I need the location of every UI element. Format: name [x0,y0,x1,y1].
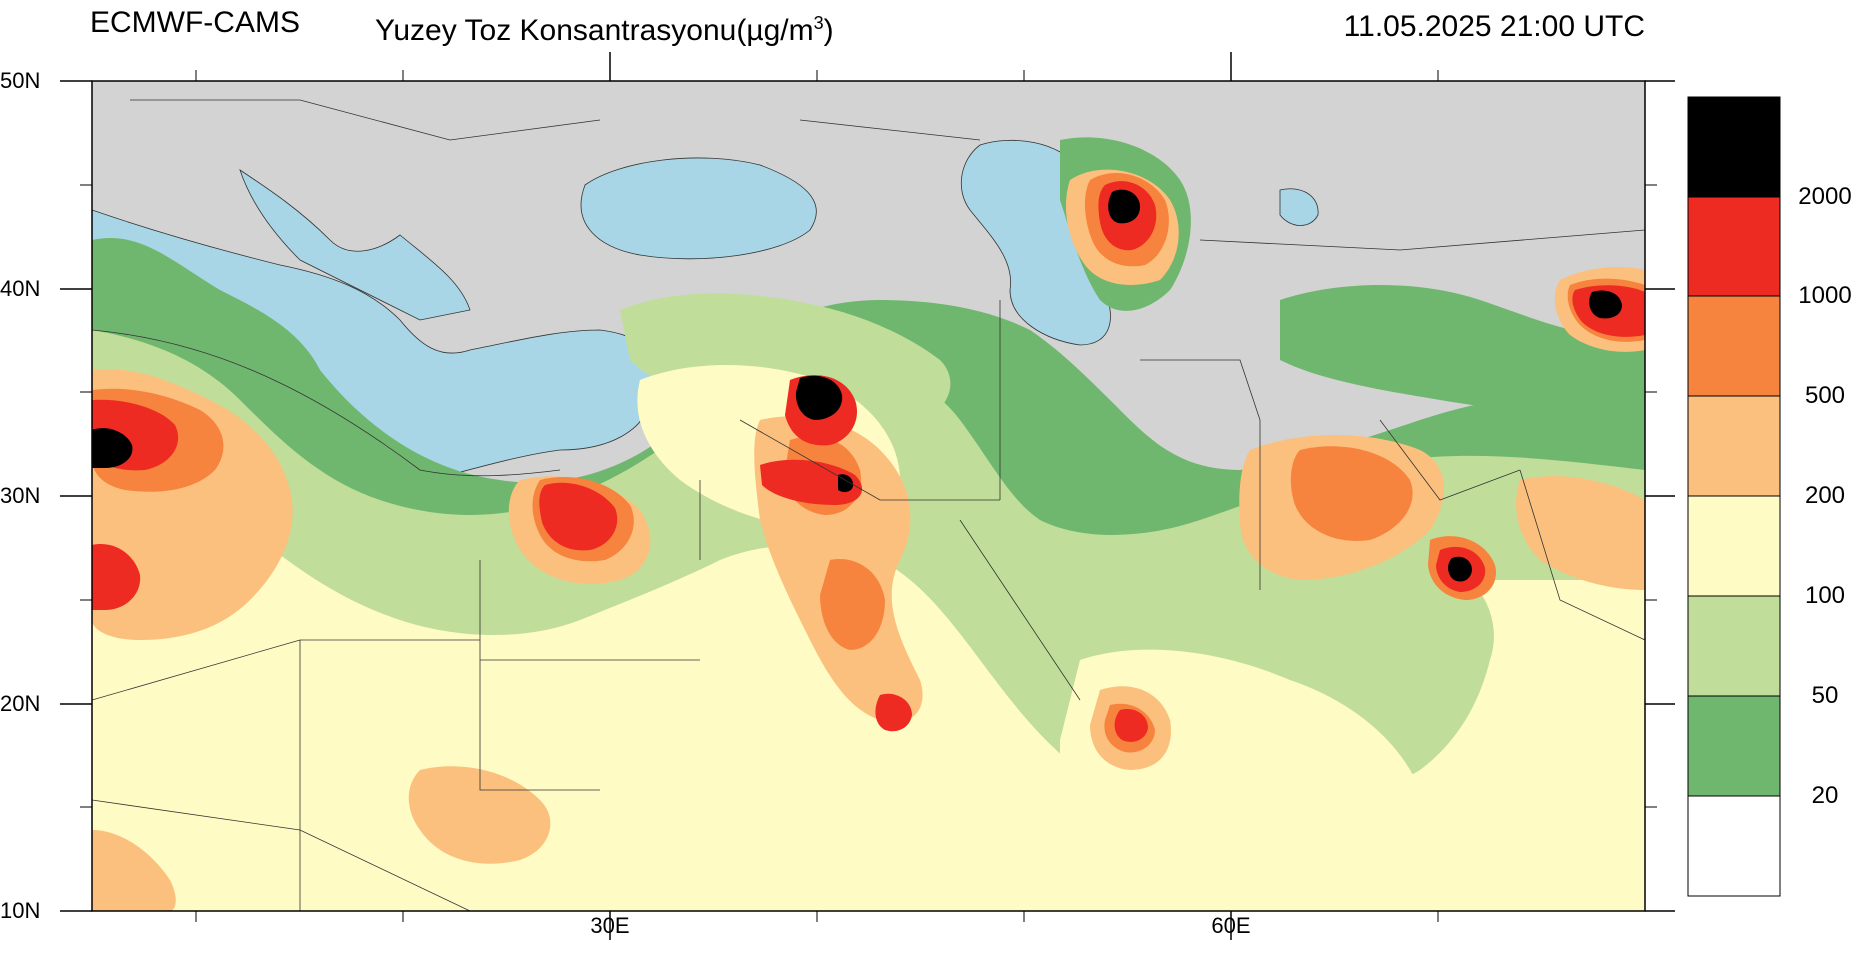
borders [92,99,1645,911]
lon-label-30e: 30E [590,913,630,938]
colorbar-swatch-20 [1687,695,1781,797]
colorbar-label-500: 500 [1804,382,1846,409]
colorbar-swatch-below [1687,795,1781,897]
colorbar-label-1000: 1000 [1798,282,1852,309]
minor-ticks [80,70,1657,922]
colorbar [1687,96,1781,897]
aral-sea [1279,188,1319,226]
colorbar-swatch-1000 [1687,196,1781,297]
colorbar-label-20: 20 [1811,782,1839,809]
colorbar-swatch-500 [1687,295,1781,397]
colorbar-label-50: 50 [1811,682,1839,709]
map-field [92,81,1645,911]
lat-label-50n: 50N [0,68,41,93]
colorbar-label-100: 100 [1804,582,1846,609]
colorbar-swatch-50 [1687,595,1781,697]
lat-label-40n: 40N [0,276,41,301]
colorbar-label-200: 200 [1804,482,1846,509]
latitude-ticks [60,80,1675,912]
colorbar-swatch-200 [1687,395,1781,497]
adriatic-aegean [239,169,471,321]
forecast-datetime: 11.05.2025 21:00 UTC [1343,10,1645,43]
lat-label-30n: 30N [0,483,41,508]
lat-label-20n: 20N [0,691,41,716]
colorbar-swatch-100 [1687,495,1781,597]
model-label: ECMWF-CAMS [90,6,300,39]
colorbar-swatch-2000plus [1687,96,1781,198]
map-title: Yuzey Toz Konsantrasyonu(µg/m3) [375,13,834,47]
longitude-ticks [609,52,1232,940]
black-sea [580,157,817,260]
lon-label-60e: 60E [1211,913,1251,938]
lat-label-10n: 10N [0,898,41,923]
dust-2000-band [92,189,1622,582]
colorbar-label-2000: 2000 [1798,183,1852,210]
